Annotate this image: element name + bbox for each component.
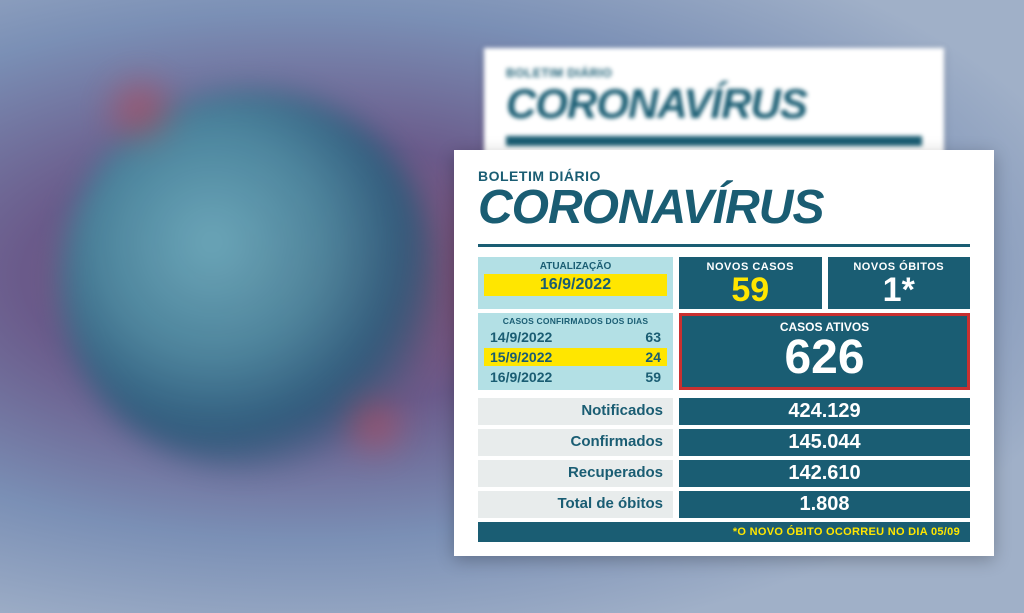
total-value: 142.610 [679,460,970,487]
total-label: Confirmados [478,429,673,456]
totals-block: Notificados424.129Confirmados145.044Recu… [478,398,970,518]
update-box: ATUALIZAÇÃO 16/9/2022 [478,257,673,309]
header-rule [478,244,970,247]
background-virus-illustration [60,90,440,470]
total-value: 1.808 [679,491,970,518]
header-rule [506,136,922,146]
top-stats-row: ATUALIZAÇÃO 16/9/2022 NOVOS CASOS 59 NOV… [478,257,970,309]
total-value: 145.044 [679,429,970,456]
subheading: BOLETIM DIÁRIO [506,66,922,80]
new-cases-value: 59 [679,273,822,307]
confirmed-days-box: CASOS CONFIRMADOS DOS DIAS 14/9/2022 63 15… [478,313,673,390]
confirmed-day-date: 15/9/2022 [490,349,552,365]
new-deaths-box: NOVOS ÓBITOS 1* [828,257,971,309]
update-date: 16/9/2022 [484,274,667,296]
bulletin-card: BOLETIM DIÁRIO CORONAVÍRUS ATUALIZAÇÃO 1… [454,150,994,556]
total-row: Recuperados142.610 [478,460,970,487]
title: CORONAVÍRUS [506,80,922,128]
confirmed-day-value: 63 [645,329,661,345]
total-label: Recuperados [478,460,673,487]
total-row: Notificados424.129 [478,398,970,425]
confirmed-day-value: 24 [645,349,661,365]
active-cases-box: CASOS ATIVOS 626 [679,313,970,390]
total-row: Confirmados145.044 [478,429,970,456]
confirmed-day-value: 59 [645,369,661,385]
confirmed-days-label: CASOS CONFIRMADOS DOS DIAS [484,316,667,326]
title: CORONAVÍRUS [478,184,970,232]
confirmed-day-row: 14/9/2022 63 [484,328,667,346]
total-row: Total de óbitos1.808 [478,491,970,518]
confirmed-day-row: 15/9/2022 24 [484,348,667,366]
mid-stats-row: CASOS CONFIRMADOS DOS DIAS 14/9/2022 63 15… [478,313,970,390]
new-cases-box: NOVOS CASOS 59 [679,257,822,309]
new-deaths-value: 1* [828,273,971,307]
update-label: ATUALIZAÇÃO [484,261,667,272]
footnote: *O NOVO ÓBITO OCORREU NO DIA 05/09 [478,522,970,542]
total-label: Total de óbitos [478,491,673,518]
total-label: Notificados [478,398,673,425]
confirmed-day-date: 14/9/2022 [490,329,552,345]
active-cases-value: 626 [682,334,967,382]
total-value: 424.129 [679,398,970,425]
confirmed-day-date: 16/9/2022 [490,369,552,385]
confirmed-day-row: 16/9/2022 59 [484,368,667,386]
